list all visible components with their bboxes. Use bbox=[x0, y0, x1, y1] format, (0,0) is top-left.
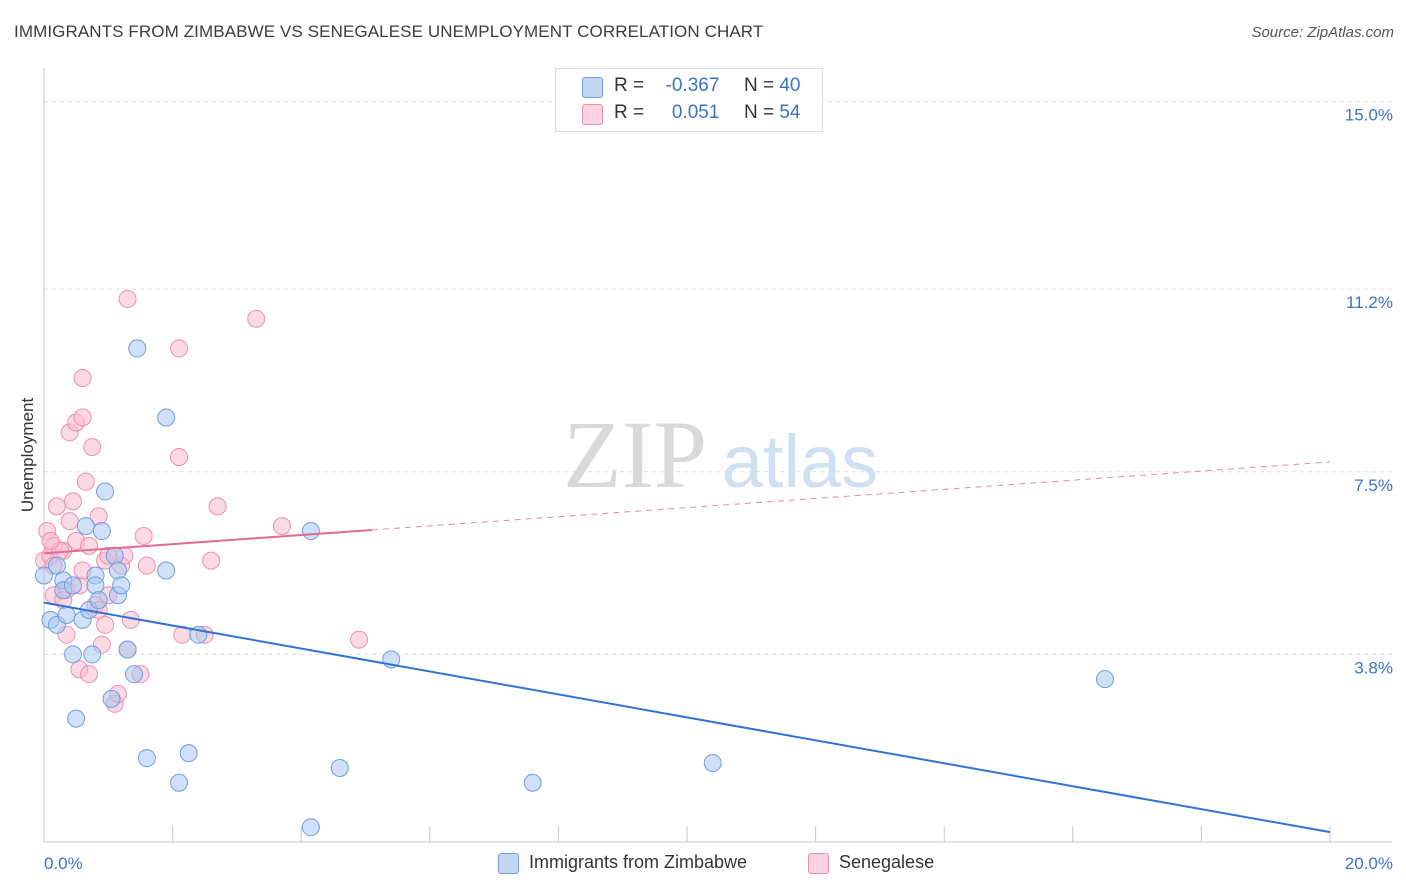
y-tick-label: 3.8% bbox=[1354, 658, 1393, 677]
legend-text-zimbabwe: R = -0.367 N = 40 bbox=[614, 75, 800, 97]
bottom-legend-swatch-senegalese bbox=[808, 853, 829, 874]
senegalese-point bbox=[134, 526, 153, 545]
watermark-zip: ZIP bbox=[563, 401, 707, 508]
legend-n-value-senegalese: 54 bbox=[779, 102, 801, 123]
zimbabwe-point bbox=[128, 339, 147, 358]
gridlines bbox=[44, 101, 1392, 655]
senegalese-point bbox=[96, 615, 115, 634]
legend-text-senegalese: R = 0.051 N = 54 bbox=[614, 102, 800, 124]
zimbabwe-point bbox=[35, 566, 53, 585]
legend-r-value-senegalese: 0.051 bbox=[671, 102, 720, 123]
zimbabwe-point bbox=[86, 576, 105, 595]
legend-swatch-senegalese bbox=[582, 104, 603, 125]
senegalese-point bbox=[247, 309, 266, 328]
senegalese-trend-line bbox=[43, 528, 373, 555]
senegalese-point bbox=[63, 492, 82, 511]
zimbabwe-point bbox=[63, 576, 82, 595]
x-tick-label-max: 20.0% bbox=[1345, 854, 1393, 873]
zimbabwe-point bbox=[301, 818, 320, 837]
zimbabwe-point bbox=[96, 482, 115, 501]
zimbabwe-point bbox=[137, 749, 156, 768]
zimbabwe-point bbox=[179, 744, 198, 763]
zimbabwe-point bbox=[157, 561, 176, 580]
zimbabwe-point bbox=[170, 773, 189, 792]
senegalese-point bbox=[76, 472, 95, 491]
zimbabwe-point bbox=[157, 408, 176, 427]
senegalese-point bbox=[272, 517, 291, 536]
correlation-legend: R = -0.367 N = 40 R = 0.051 N = 54 bbox=[555, 68, 823, 132]
zimbabwe-point bbox=[63, 645, 82, 664]
senegalese-point bbox=[80, 536, 99, 555]
legend-n-label: N = bbox=[743, 102, 775, 123]
axes bbox=[43, 68, 1392, 843]
senegalese-point bbox=[73, 408, 92, 427]
senegalese-point bbox=[170, 339, 189, 358]
senegalese-point bbox=[80, 665, 99, 684]
senegalese-point bbox=[60, 512, 79, 531]
source-label: Source: ZipAtlas.com bbox=[1251, 24, 1394, 41]
bottom-legend-label-senegalese: Senegalese bbox=[839, 852, 935, 872]
zimbabwe-trend-line bbox=[43, 601, 1331, 834]
zimbabwe-point bbox=[125, 665, 144, 684]
watermark: ZIP atlas bbox=[563, 401, 878, 508]
chart-title: IMMIGRANTS FROM ZIMBABWE VS SENEGALESE U… bbox=[14, 22, 764, 41]
zimbabwe-point bbox=[118, 640, 137, 659]
zimbabwe-point bbox=[1095, 670, 1114, 689]
zimbabwe-point bbox=[47, 556, 66, 575]
zimbabwe-point bbox=[301, 522, 320, 541]
zimbabwe-point bbox=[89, 591, 108, 610]
senegalese-point bbox=[41, 531, 60, 550]
senegalese-point bbox=[350, 630, 369, 649]
zimbabwe-point bbox=[76, 517, 95, 536]
y-tick-label: 7.5% bbox=[1354, 476, 1393, 495]
zimbabwe-point bbox=[330, 758, 349, 777]
senegalese-point bbox=[208, 497, 227, 516]
legend-swatch-zimbabwe bbox=[582, 77, 603, 98]
x-tick-label-min: 0.0% bbox=[44, 854, 83, 873]
senegalese-point bbox=[47, 497, 66, 516]
zimbabwe-points bbox=[35, 339, 1114, 837]
legend-n-value-zimbabwe: 40 bbox=[779, 75, 801, 96]
zimbabwe-point bbox=[83, 645, 102, 664]
senegalese-point bbox=[170, 448, 189, 466]
y-tick-label: 11.2% bbox=[1346, 293, 1393, 312]
zimbabwe-point bbox=[105, 546, 124, 565]
legend-r-label: R = bbox=[614, 75, 645, 96]
bottom-legend-label-zimbabwe: Immigrants from Zimbabwe bbox=[529, 852, 748, 872]
zimbabwe-point bbox=[67, 709, 86, 728]
zimbabwe-point bbox=[112, 576, 131, 595]
zimbabwe-point bbox=[57, 605, 76, 624]
zimbabwe-point bbox=[703, 754, 722, 773]
zimbabwe-point bbox=[108, 561, 127, 580]
legend-r-label: R = bbox=[614, 102, 645, 123]
watermark-atlas: atlas bbox=[722, 420, 878, 503]
senegalese-point bbox=[137, 556, 156, 575]
zimbabwe-point bbox=[102, 689, 121, 708]
zimbabwe-point bbox=[523, 773, 542, 792]
y-tick-label: 15.0% bbox=[1345, 106, 1393, 125]
tick-labels: 3.8% 7.5% 11.2% 15.0% 0.0% 20.0% bbox=[44, 106, 1393, 873]
senegalese-point bbox=[83, 438, 102, 457]
senegalese-point bbox=[73, 369, 92, 388]
senegalese-point bbox=[118, 290, 137, 309]
zimbabwe-point bbox=[92, 522, 111, 541]
trend-lines bbox=[43, 461, 1331, 834]
legend-n-label: N = bbox=[743, 75, 775, 96]
bottom-legend-swatch-zimbabwe bbox=[498, 853, 519, 874]
legend-r-value-zimbabwe: -0.367 bbox=[665, 75, 720, 96]
senegalese-point bbox=[202, 551, 221, 570]
